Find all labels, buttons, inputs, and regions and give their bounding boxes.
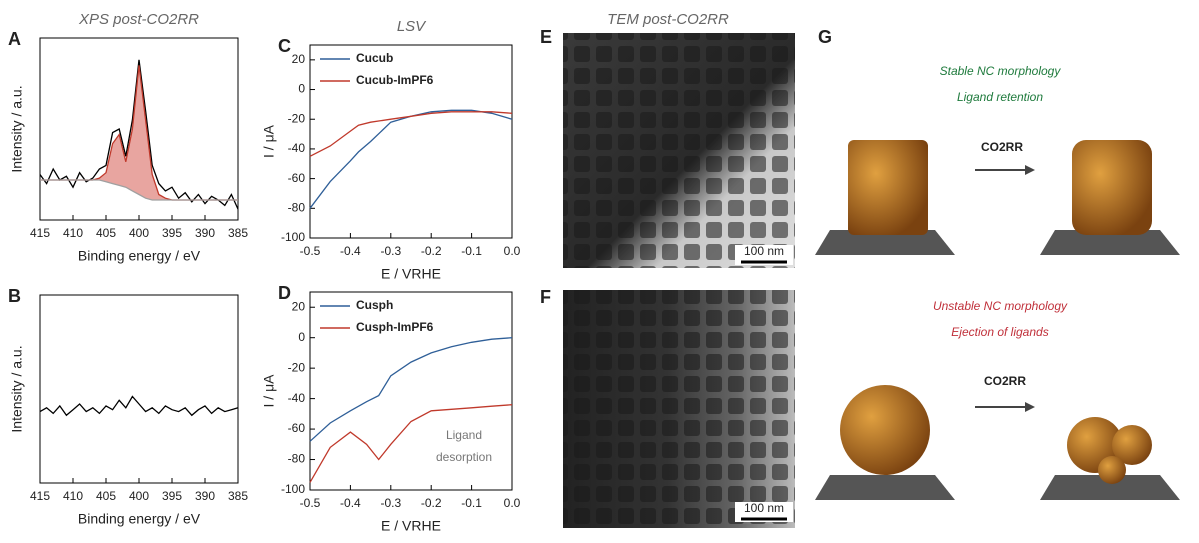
y-tick-label: 0 (298, 330, 305, 344)
x-tick-label: -0.3 (380, 244, 401, 258)
tem-title: TEM post-CO2RR (607, 11, 729, 28)
y-tick-label: -100 (281, 230, 305, 244)
y-tick-label: -60 (288, 171, 306, 185)
x-axis-label: E / VRHE (381, 266, 441, 282)
x-tick-label: 385 (228, 226, 248, 240)
x-tick-label: -0.1 (461, 244, 482, 258)
tem-images: TEM post-CO2RR E 100 nm F 100 nm (540, 11, 795, 528)
y-tick-label: -60 (288, 421, 306, 435)
scale-label: 100 nm (744, 244, 784, 258)
y-axis-label: Intensity / a.u. (9, 345, 25, 432)
figure: TEM post-CO2RR E 100 nm F 100 nm G Stabl… (0, 0, 1199, 538)
x-tick-label: 395 (162, 226, 182, 240)
caption: Stable NC morphology (940, 64, 1062, 78)
x-tick-label: 410 (63, 489, 83, 503)
x-tick-label: 0.0 (504, 244, 521, 258)
y-tick-label: -80 (288, 452, 306, 466)
y-axis-label: I / μA (261, 374, 277, 408)
arrowhead (1025, 165, 1035, 175)
cube (848, 140, 928, 235)
legend-label: Cusph (356, 298, 393, 312)
x-tick-label: -0.2 (421, 496, 442, 510)
y-axis-label: I / μA (261, 124, 277, 158)
data-line (310, 338, 512, 442)
substrate (815, 475, 955, 500)
x-tick-label: -0.4 (340, 244, 361, 258)
data-line (40, 397, 238, 416)
y-tick-label: 20 (292, 299, 306, 313)
panel-label: C (278, 36, 291, 56)
x-axis-label: Binding energy / eV (78, 511, 201, 527)
x-tick-label: 400 (129, 489, 149, 503)
tem-texture (563, 290, 795, 528)
data-line (310, 112, 512, 157)
x-tick-label: -0.4 (340, 496, 361, 510)
y-tick-label: -20 (288, 111, 306, 125)
x-tick-label: 0.0 (504, 496, 521, 510)
panel-label: D (278, 283, 291, 303)
arrow-label: CO2RR (981, 140, 1023, 154)
legend-label: Cucub-ImPF6 (356, 73, 434, 87)
x-tick-label: 385 (228, 489, 248, 503)
x-tick-label: -0.3 (380, 496, 401, 510)
y-tick-label: -100 (281, 482, 305, 496)
x-tick-label: 390 (195, 226, 215, 240)
y-tick-label: -20 (288, 360, 306, 374)
y-tick-label: 20 (292, 52, 306, 66)
caption: Ligand retention (957, 90, 1043, 104)
x-tick-label: 405 (96, 226, 116, 240)
y-tick-label: -80 (288, 200, 306, 214)
panel-label: G (818, 27, 832, 47)
panel-label: B (8, 286, 21, 306)
schematic: G Stable NC morphology Ligand retention … (815, 27, 1180, 500)
chart-title: LSV (397, 18, 427, 35)
annotation: desorption (436, 450, 492, 464)
x-tick-label: -0.5 (300, 496, 321, 510)
sphere (840, 385, 930, 475)
annotation: Ligand (446, 428, 482, 442)
x-tick-label: -0.5 (300, 244, 321, 258)
plot-frame (40, 295, 238, 483)
arrowhead (1025, 402, 1035, 412)
x-tick-label: -0.2 (421, 244, 442, 258)
x-axis-label: Binding energy / eV (78, 248, 201, 264)
panel-label: F (540, 287, 551, 307)
scale-label: 100 nm (744, 501, 784, 515)
x-tick-label: -0.1 (461, 496, 482, 510)
panel-label: A (8, 29, 21, 49)
y-axis-label: Intensity / a.u. (9, 85, 25, 172)
x-tick-label: 410 (63, 226, 83, 240)
caption: Unstable NC morphology (933, 299, 1068, 313)
x-tick-label: 405 (96, 489, 116, 503)
y-tick-label: 0 (298, 82, 305, 96)
y-tick-label: -40 (288, 391, 306, 405)
cube (1072, 140, 1152, 235)
sphere (1098, 456, 1126, 484)
legend-label: Cusph-ImPF6 (356, 320, 434, 334)
legend-label: Cucub (356, 51, 393, 65)
arrow-label: CO2RR (984, 374, 1026, 388)
x-tick-label: 415 (30, 226, 50, 240)
x-axis-label: E / VRHE (381, 518, 441, 534)
chart-title: XPS post-CO2RR (78, 11, 199, 28)
tem-texture (563, 33, 795, 268)
x-tick-label: 400 (129, 226, 149, 240)
panel-label: E (540, 27, 552, 47)
x-tick-label: 395 (162, 489, 182, 503)
y-tick-label: -40 (288, 141, 306, 155)
caption: Ejection of ligands (951, 325, 1048, 339)
data-line (310, 110, 512, 208)
x-tick-label: 390 (195, 489, 215, 503)
x-tick-label: 415 (30, 489, 50, 503)
